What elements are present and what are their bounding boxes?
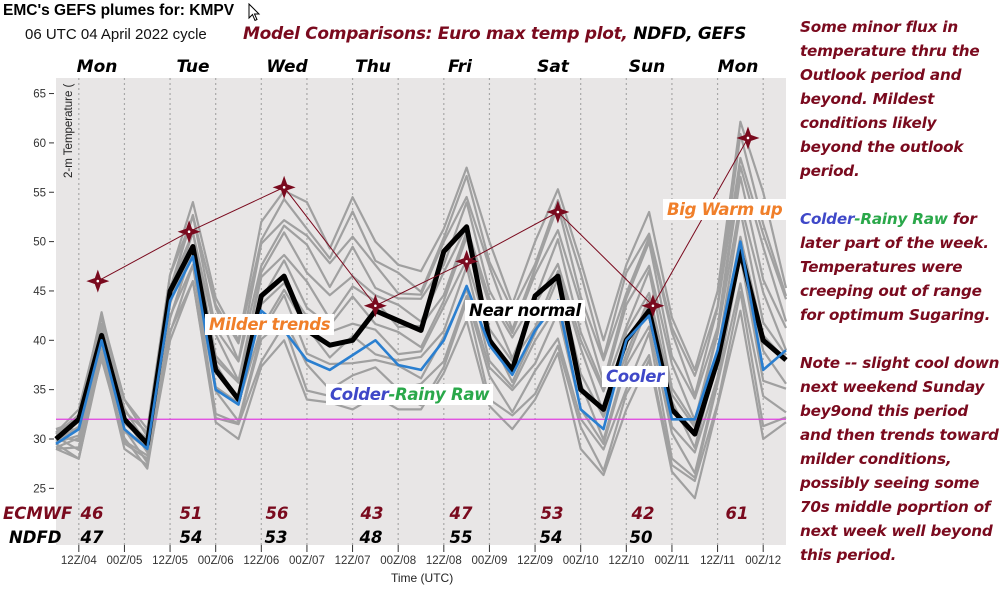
y-tick-label: 60 <box>33 138 46 150</box>
comparison-suffix: NDFD, GEFS <box>633 24 747 44</box>
day-label: Sun <box>628 57 666 77</box>
day-label: Thu <box>355 57 391 77</box>
ecmwf-value: 56 <box>265 504 289 523</box>
x-tick-label: 00Z/10 <box>563 555 599 567</box>
plume-chart: 12Z/04 00Z/05 12Z/05 00Z/06 12Z/06 00Z/07 12Z/… <box>33 78 788 567</box>
annotation-colder: Colder <box>330 385 389 404</box>
x-tick-label: 12Z/08 <box>426 555 462 567</box>
ecmwf-marker-center <box>282 186 286 189</box>
y-tick-label: 55 <box>33 187 46 199</box>
annotation-colder-rainy-raw: Colder-Rainy Raw <box>326 384 494 405</box>
comparison-prefix: Model Comparisons: Euro max temp plot, <box>243 24 634 44</box>
ecmwf-marker-center <box>465 260 468 263</box>
y-tick-label: 65 <box>33 89 46 101</box>
ecmwf-marker-center <box>651 304 655 308</box>
x-tick-label: 12Z/04 <box>61 555 97 567</box>
note-colder: Colder <box>800 210 855 228</box>
x-tick-label: 12Z/10 <box>608 555 644 567</box>
note-outlook: Some minor flux in temperature thru the … <box>800 18 980 180</box>
ecmwf-marker-center <box>187 230 191 234</box>
x-axis-label: Time (UTC) <box>391 571 454 585</box>
x-tick-label: 12Z/05 <box>152 555 188 567</box>
note-rainy-raw: Rainy Raw <box>860 210 948 228</box>
annotation-rainy-raw: Rainy Raw <box>395 385 490 404</box>
y-tick-label: 25 <box>33 483 46 495</box>
ndfd-value: 48 <box>359 528 383 547</box>
x-tick-label: 00Z/12 <box>745 555 781 567</box>
ecmwf-max-line <box>97 137 749 307</box>
y-tick-label: 50 <box>33 237 46 249</box>
ecmwf-value: 42 <box>631 504 655 523</box>
annotation-big-warm-up: Big Warm up <box>663 199 787 220</box>
x-tick-label: 12Z/07 <box>335 555 371 567</box>
note-cool-down: Note -- slight cool down next weekend Su… <box>800 354 1000 564</box>
x-tick-label: 12Z/09 <box>517 555 553 567</box>
annotation-dash: - <box>388 385 396 404</box>
ecmwf-value: 61 <box>725 504 749 523</box>
model-comparisons-heading: Model Comparisons: Euro max temp plot, N… <box>243 24 746 44</box>
mouse-cursor-icon <box>248 3 261 22</box>
day-label: Wed <box>266 57 308 77</box>
ecmwf-value: 53 <box>540 504 564 523</box>
x-tick-label: 00Z/08 <box>380 555 416 567</box>
note-colder-rainy: Colder-Rainy Raw for later part of the w… <box>800 207 1002 327</box>
ecmwf-value: 47 <box>449 504 473 523</box>
annotation-near-normal: Near normal <box>465 300 585 321</box>
day-label: Mon <box>76 57 118 77</box>
ndfd-value: 54 <box>179 528 203 547</box>
ecmwf-marker-center <box>746 136 750 140</box>
ndfd-row-label: NDFD <box>9 528 62 547</box>
ecmwf-value: 46 <box>80 504 104 523</box>
note-dash: - <box>854 210 861 228</box>
ensemble-member-line <box>55 280 787 483</box>
day-label: Fri <box>448 57 472 77</box>
y-tick-label: 35 <box>33 385 46 397</box>
y-axis-label: 2-m Temperature ( <box>63 83 75 178</box>
ndfd-value: 54 <box>539 528 563 547</box>
ecmwf-marker-center <box>556 210 560 214</box>
x-tick-label: 00Z/09 <box>472 555 508 567</box>
ensemble-member-line <box>55 120 788 434</box>
ecmwf-marker-center <box>374 304 377 308</box>
y-tick-label: 45 <box>33 286 46 298</box>
note-colder-rest: for later part of the week. Temperatures… <box>800 210 991 324</box>
x-tick-label: 12Z/06 <box>243 555 279 567</box>
ecmwf-row-label: ECMWF <box>3 504 73 523</box>
cycle-label: 06 UTC 04 April 2022 cycle <box>25 26 207 43</box>
y-tick-label: 30 <box>33 434 46 446</box>
ecmwf-value: 51 <box>179 504 203 523</box>
y-tick-label: 40 <box>33 335 46 347</box>
ndfd-value: 50 <box>629 528 653 547</box>
day-label: Mon <box>717 57 759 77</box>
x-tick-label: 00Z/07 <box>289 555 325 567</box>
ensemble-member-line <box>55 280 787 500</box>
annotation-cooler: Cooler <box>602 366 668 387</box>
ndfd-value: 53 <box>264 528 288 547</box>
chart-title: EMC's GEFS plumes for: KMPV <box>3 2 235 19</box>
x-tick-label: 00Z/06 <box>198 555 234 567</box>
ecmwf-marker-center <box>96 279 100 283</box>
ndfd-value: 55 <box>449 528 473 547</box>
day-label: Sat <box>537 57 569 77</box>
x-tick-label: 00Z/05 <box>107 555 143 567</box>
ecmwf-value: 43 <box>360 504 384 523</box>
ensemble-member-line <box>55 132 788 438</box>
day-label: Tue <box>176 57 210 77</box>
x-tick-label: 12Z/11 <box>700 555 735 567</box>
ensemble-member-line <box>55 263 787 479</box>
x-tick-label: 00Z/11 <box>654 555 689 567</box>
annotation-milder-trends: Milder trends <box>205 314 335 335</box>
ensemble-member-line <box>55 254 787 475</box>
ndfd-value: 47 <box>80 528 104 547</box>
